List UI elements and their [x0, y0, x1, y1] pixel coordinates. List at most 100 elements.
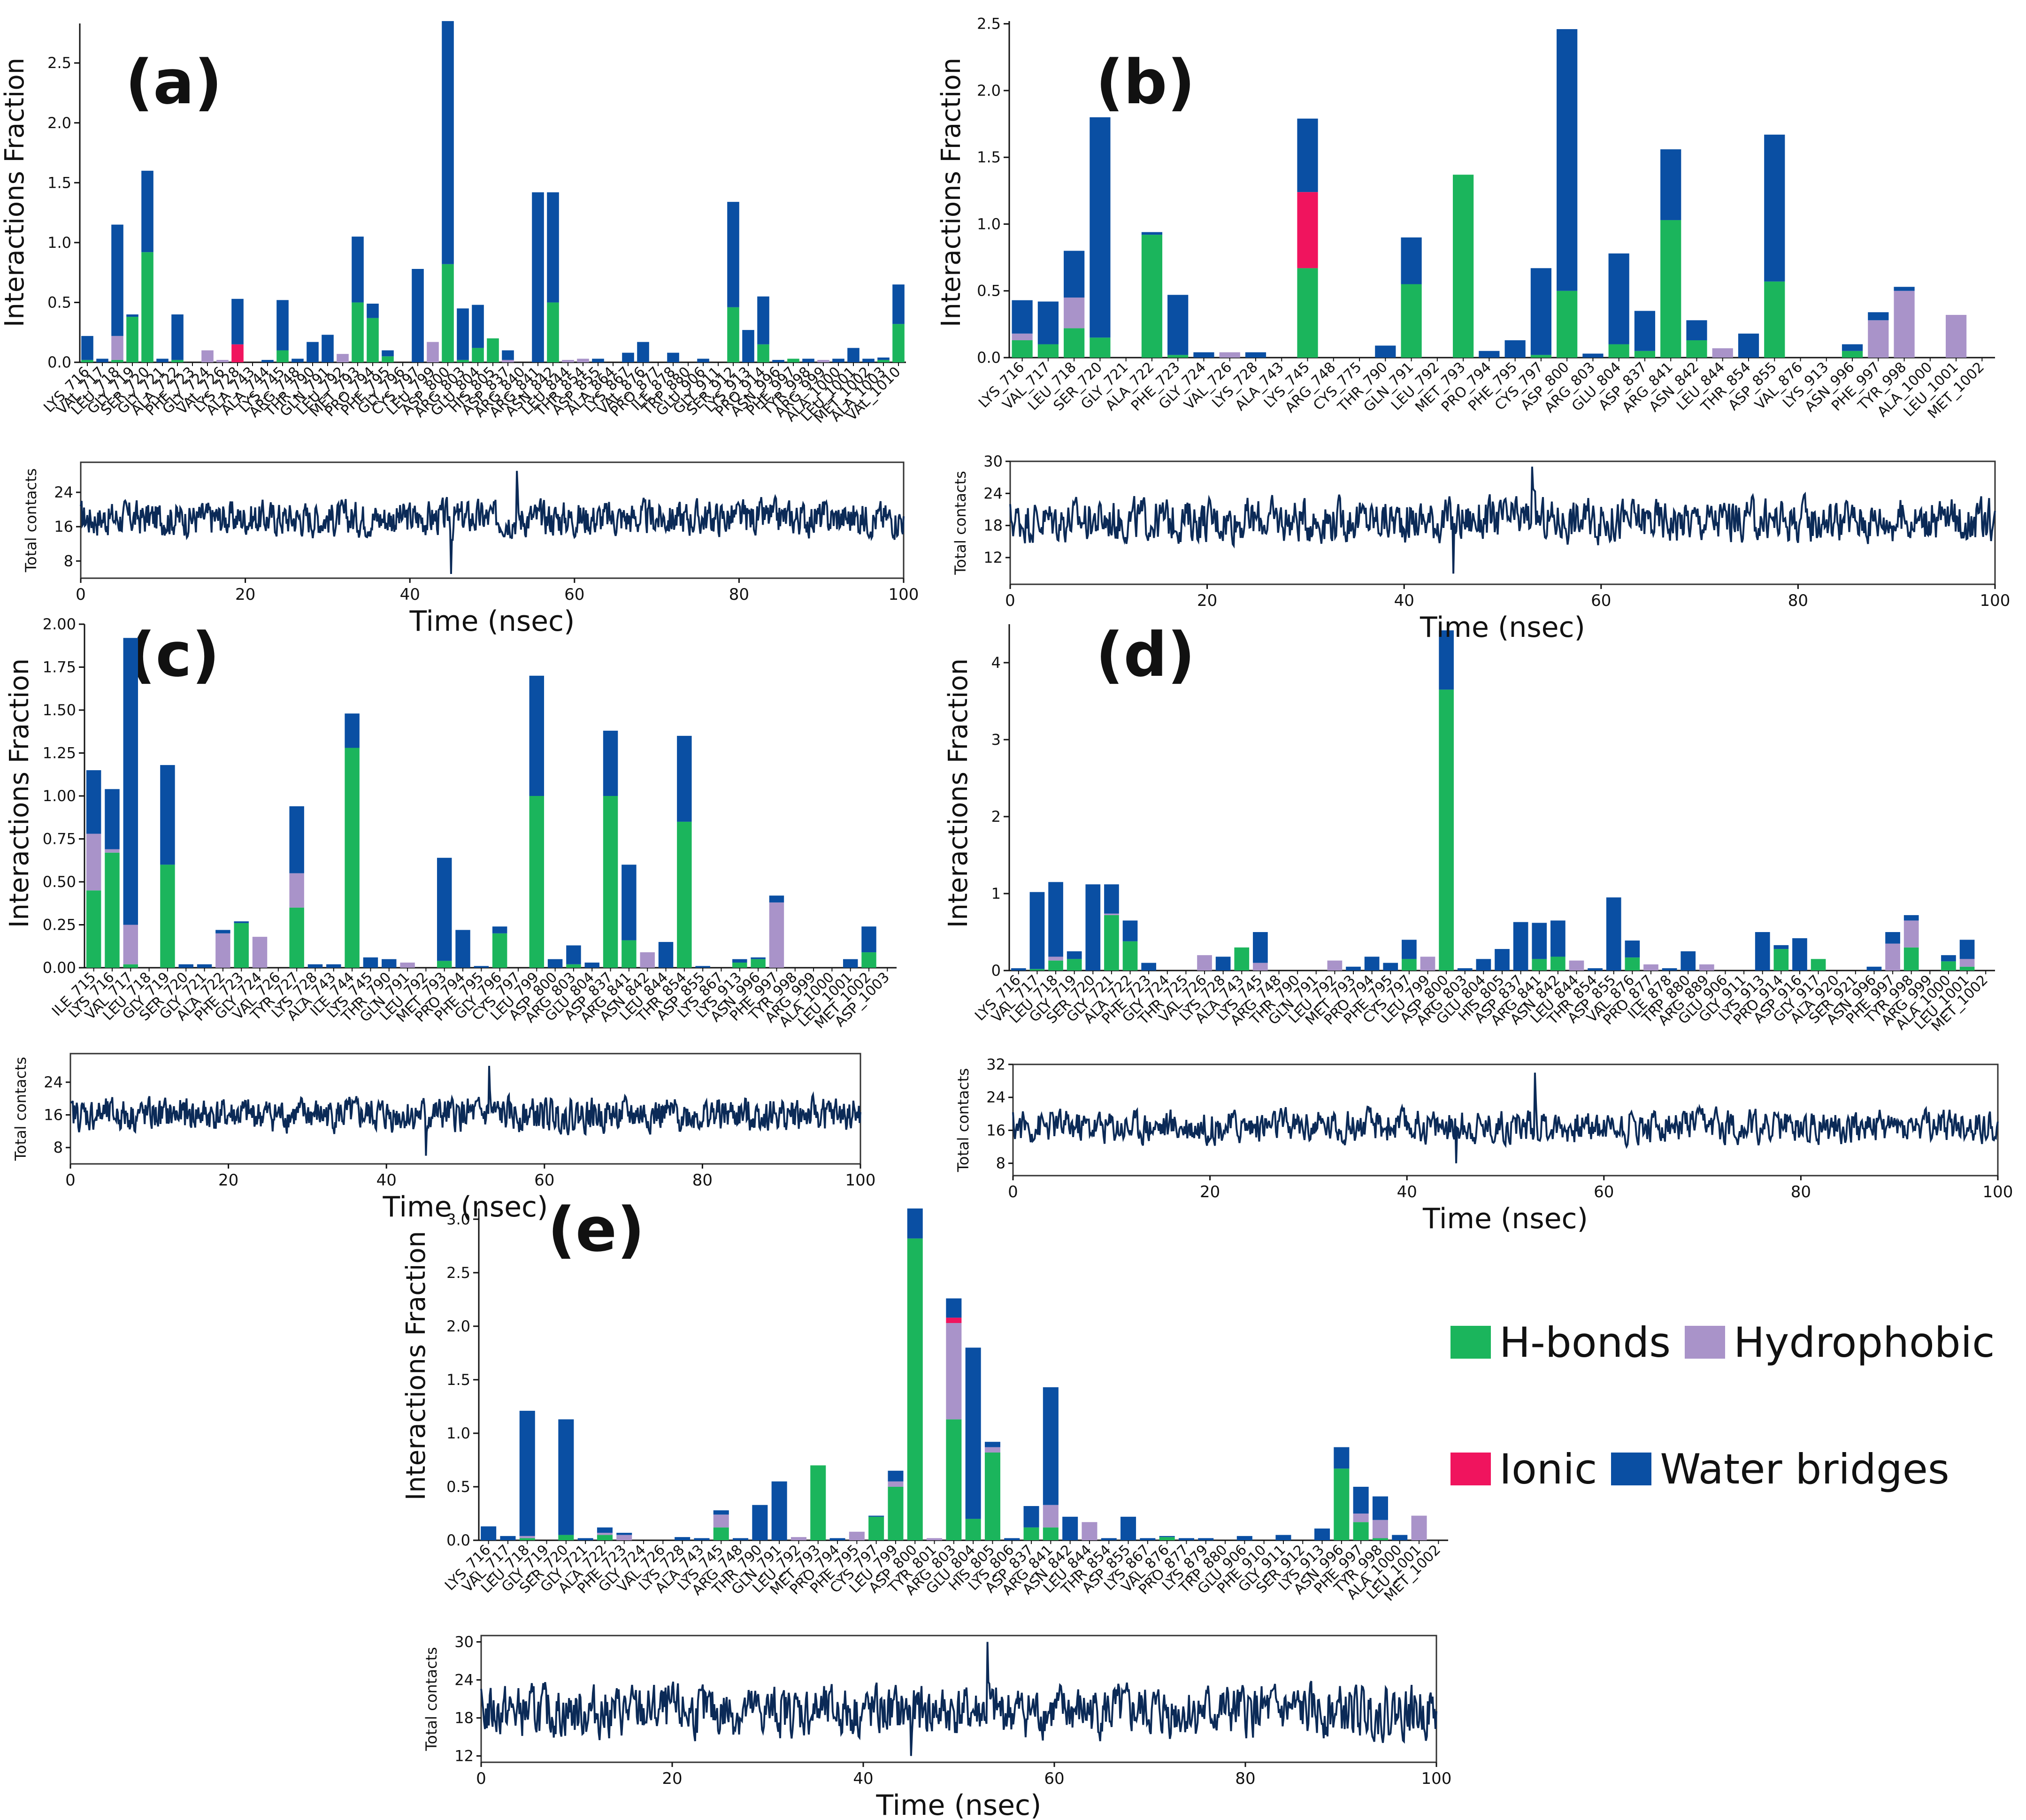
bar-hydrophobic	[1868, 320, 1889, 358]
y-tick-label: 2.0	[977, 82, 1001, 99]
bar-water	[307, 342, 319, 362]
y-tick-label: 2.00	[43, 615, 76, 633]
bar-water	[1588, 968, 1603, 971]
bar-water	[1792, 938, 1807, 971]
bar-hydrophobic	[1048, 956, 1063, 961]
y-axis-label: Interactions Fraction	[936, 58, 967, 327]
bar-water	[1004, 1538, 1020, 1540]
bar-hbonds	[757, 344, 769, 362]
bar-water	[519, 1411, 535, 1536]
bar-hydrophobic	[86, 834, 101, 891]
panel-label: (e)	[548, 1194, 645, 1265]
bar-water	[367, 303, 379, 318]
bar-hbonds	[289, 907, 304, 968]
bar-hydrophobic	[1569, 960, 1584, 971]
bar-water	[713, 1510, 729, 1515]
bar-hydrophobic	[577, 359, 589, 362]
y-tick-label: 0.0	[977, 349, 1001, 367]
bar-water	[1755, 932, 1770, 971]
y-tick-label: 1.5	[977, 148, 1001, 166]
x-tick-label: 60	[1044, 1769, 1064, 1788]
x-tick-label: 0	[1008, 1183, 1018, 1201]
bar-hbonds	[1773, 949, 1789, 971]
bar-water	[622, 352, 634, 362]
bar-hydrophobic	[849, 1531, 865, 1540]
bar-water	[1037, 301, 1059, 344]
bar-water	[1062, 1516, 1078, 1540]
x-tick-label: 0	[76, 585, 86, 604]
contacts-series-line	[1012, 1072, 1999, 1163]
bar-panel-5: 0.0 0.5 1.0 1.5 2.0 2.5 3.0 Interactions Fracti…	[401, 1194, 1448, 1605]
bar-ionic	[231, 344, 244, 362]
y-tick-label: 0.00	[43, 959, 76, 977]
bar-hydrophobic	[111, 336, 123, 360]
y-tick-label: 8	[996, 1155, 1005, 1172]
bar-water	[1885, 932, 1900, 944]
bar-hbonds	[442, 264, 454, 362]
y-tick-label: 4	[991, 654, 1001, 672]
x-axis-label: Time (nsec)	[383, 1191, 548, 1224]
bar-water	[141, 170, 153, 252]
y-tick-label: 2	[991, 808, 1001, 826]
bar-water	[1764, 134, 1785, 282]
bar-water	[868, 1515, 884, 1517]
bar-water	[843, 959, 858, 968]
x-tick-label: 20	[218, 1171, 238, 1190]
bar-water	[1557, 29, 1578, 291]
y-tick-label: 1.50	[43, 701, 76, 719]
bar-water	[1029, 892, 1045, 969]
bar-water	[1159, 1536, 1175, 1537]
bar-hbonds	[727, 307, 739, 362]
bar-water	[1275, 1535, 1291, 1540]
bar-ionic	[1297, 192, 1318, 268]
bar-hydrophobic	[597, 1533, 613, 1535]
bar-hydrophobic	[201, 350, 214, 362]
y-tick-label: 18	[454, 1709, 474, 1727]
bar-water	[1608, 253, 1629, 344]
y-tick-label: 8	[54, 1139, 63, 1156]
panel-label: (c)	[128, 619, 220, 690]
legend-item-hbonds: H-bonds	[1450, 1318, 1671, 1367]
x-tick-label: 40	[853, 1769, 873, 1788]
y-tick-label: 1.00	[43, 787, 76, 805]
bar-water	[752, 1505, 768, 1540]
bar-water	[1178, 1538, 1194, 1540]
bar-water	[86, 770, 101, 834]
bar-water	[1198, 1538, 1214, 1540]
bar-hbonds	[1532, 959, 1547, 971]
y-tick-label: 8	[64, 552, 73, 570]
bar-water	[81, 336, 93, 360]
bar-hbonds	[1090, 337, 1111, 358]
bar-water	[622, 864, 637, 941]
x-tick-label: 100	[889, 585, 919, 604]
y-tick-label: 32	[986, 1055, 1005, 1073]
x-tick-label: 20	[235, 585, 255, 604]
y-tick-label: 24	[44, 1073, 63, 1091]
x-axis-label: Time (nsec)	[1422, 1202, 1588, 1235]
bar-water	[96, 359, 108, 362]
bar-hydrophobic	[790, 1537, 806, 1540]
bar-hydrophobic	[1420, 956, 1435, 971]
bar-water	[529, 675, 545, 796]
bar-hbonds	[1903, 947, 1919, 971]
bar-hbonds	[105, 852, 120, 968]
bar-water	[307, 964, 323, 968]
plot-frame	[69, 1053, 861, 1165]
y-tick-label: 0.50	[43, 873, 76, 891]
y-axis-label: Total contacts	[952, 471, 969, 575]
bar-hbonds	[1167, 355, 1189, 358]
bar-hbonds	[713, 1527, 729, 1540]
bar-hbonds	[622, 940, 637, 968]
x-tick-label: 20	[1197, 591, 1217, 610]
bar-hbonds	[603, 796, 618, 968]
bar-water	[1372, 1496, 1388, 1520]
bar-water	[965, 1347, 981, 1519]
bar-water	[289, 806, 304, 873]
bar-hydrophobic	[252, 937, 268, 968]
y-tick-label: 0	[991, 962, 1001, 979]
bar-water	[1120, 1516, 1136, 1540]
bar-water	[1141, 963, 1157, 971]
bar-hbonds	[276, 350, 289, 362]
y-axis-label: Total contacts	[422, 1647, 440, 1751]
bar-hbonds	[1104, 915, 1119, 971]
